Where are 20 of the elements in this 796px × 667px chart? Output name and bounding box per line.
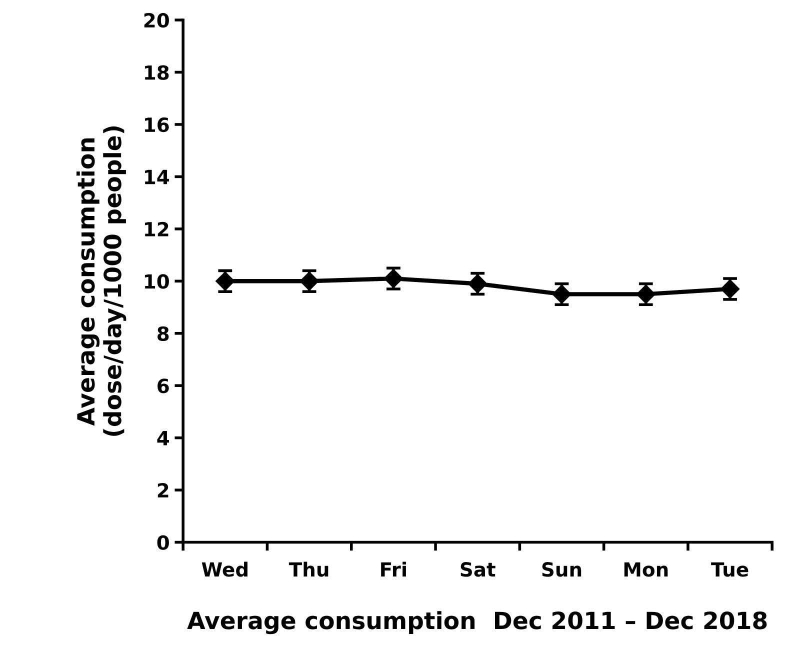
x-tick-label: Tue bbox=[711, 562, 748, 577]
y-axis-title: Average consumption (dose/day/1000 people) bbox=[76, 126, 126, 436]
y-tick-label: 0 bbox=[157, 535, 169, 550]
x-tick-label: Wed bbox=[202, 562, 248, 577]
x-tick-label: Fri bbox=[381, 562, 406, 576]
y-tick-label: 18 bbox=[145, 65, 169, 80]
y-tick-label: 2 bbox=[158, 483, 168, 498]
x-axis-title: Average consumption Dec 2011 – Dec 2018 bbox=[187, 611, 767, 634]
x-tick-label: Sun bbox=[542, 562, 582, 577]
y-tick-label: 12 bbox=[145, 222, 168, 236]
y-tick-label: 6 bbox=[158, 378, 169, 394]
x-tick-label: Mon bbox=[624, 562, 668, 577]
x-tick-label: Thu bbox=[288, 562, 328, 577]
y-tick-label: 8 bbox=[158, 326, 169, 342]
x-tick-label: Sat bbox=[460, 562, 496, 577]
y-tick-label: 4 bbox=[157, 431, 169, 446]
y-tick-label: 14 bbox=[145, 170, 169, 184]
y-tick-label: 16 bbox=[145, 117, 169, 132]
y-tick-label: 10 bbox=[145, 274, 169, 289]
y-tick-label: 20 bbox=[144, 12, 169, 28]
